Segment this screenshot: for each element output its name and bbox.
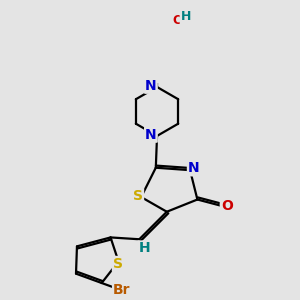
Text: O: O [172,14,182,28]
Text: N: N [145,79,157,93]
Text: S: S [113,257,123,271]
Text: O: O [221,199,233,213]
Text: Br: Br [113,283,130,297]
Text: N: N [188,161,200,175]
Text: N: N [145,128,157,142]
Text: S: S [133,189,143,203]
Text: H: H [138,242,150,255]
Text: H: H [181,10,191,23]
